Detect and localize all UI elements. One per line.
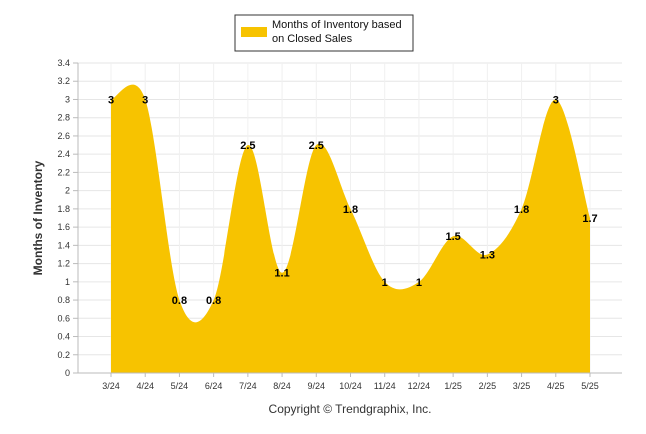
data-label: 3 bbox=[553, 94, 559, 106]
x-tick-label: 9/24 bbox=[308, 381, 326, 391]
y-tick-label: 0.4 bbox=[57, 332, 70, 342]
y-tick-label: 3 bbox=[65, 94, 70, 104]
y-tick-label: 0 bbox=[65, 368, 70, 378]
x-axis-ticks: 3/24 4/24 5/24 6/24 7/24 8/24 9/24 10/24 11/24 12… bbox=[102, 373, 599, 391]
x-tick-label: 11/24 bbox=[374, 381, 396, 391]
x-tick-label: 7/24 bbox=[239, 381, 257, 391]
y-tick-label: 1.8 bbox=[57, 204, 70, 214]
data-label: 1 bbox=[382, 277, 388, 289]
y-tick-label: 1.4 bbox=[57, 240, 70, 250]
y-tick-label: 2.8 bbox=[57, 113, 70, 123]
data-label: 3 bbox=[108, 94, 114, 106]
x-tick-label: 4/25 bbox=[547, 381, 565, 391]
data-label: 0.8 bbox=[206, 295, 221, 307]
y-tick-label: 1.2 bbox=[57, 259, 70, 269]
footer-copyright: Copyright © Trendgraphix, Inc. bbox=[269, 402, 432, 416]
series-area-fill bbox=[111, 84, 590, 374]
y-tick-label: 1 bbox=[65, 277, 70, 287]
data-label: 2.5 bbox=[240, 140, 255, 152]
y-tick-label: 2 bbox=[65, 186, 70, 196]
data-label: 1.8 bbox=[514, 204, 529, 216]
series-area bbox=[111, 84, 590, 374]
data-labels: 3 3 0.8 0.8 2.5 1.1 2.5 1.8 1 1 1.5 1.3 1.8 3 1.7 bbox=[108, 94, 598, 307]
x-tick-label: 8/24 bbox=[273, 381, 291, 391]
data-label: 1 bbox=[416, 277, 422, 289]
y-axis-ticks: 0 0.2 0.4 0.6 0.8 1 1.2 1.4 1.6 1.8 2 2.2 2.4 2.6 2.8 3… bbox=[57, 58, 78, 378]
y-tick-label: 2.6 bbox=[57, 131, 70, 141]
x-tick-label: 6/24 bbox=[205, 381, 223, 391]
x-tick-label: 5/25 bbox=[581, 381, 599, 391]
x-tick-label: 10/24 bbox=[339, 381, 362, 391]
y-tick-label: 3.4 bbox=[57, 58, 70, 68]
y-axis-label: Months of Inventory bbox=[31, 160, 45, 275]
legend-swatch bbox=[241, 27, 267, 37]
y-tick-label: 0.8 bbox=[57, 295, 70, 305]
x-tick-label: 12/24 bbox=[408, 381, 431, 391]
y-tick-label: 1.6 bbox=[57, 222, 70, 232]
data-label: 2.5 bbox=[309, 140, 324, 152]
y-tick-label: 3.2 bbox=[57, 76, 70, 86]
y-tick-label: 0.2 bbox=[57, 350, 70, 360]
y-tick-label: 2.2 bbox=[57, 167, 70, 177]
data-label: 1.1 bbox=[274, 268, 289, 280]
legend-line-2: on Closed Sales bbox=[272, 33, 353, 45]
x-tick-label: 5/24 bbox=[171, 381, 189, 391]
data-label: 0.8 bbox=[172, 295, 187, 307]
legend: Months of Inventory based on Closed Sale… bbox=[234, 14, 414, 52]
x-tick-label: 3/24 bbox=[102, 381, 120, 391]
x-tick-label: 1/25 bbox=[444, 381, 462, 391]
data-label: 1.5 bbox=[445, 231, 460, 243]
y-tick-label: 2.4 bbox=[57, 149, 70, 159]
data-label: 1.3 bbox=[480, 249, 495, 261]
legend-line-1: Months of Inventory based bbox=[272, 19, 402, 31]
y-tick-label: 0.6 bbox=[57, 313, 70, 323]
data-label: 1.7 bbox=[582, 213, 597, 225]
data-label: 3 bbox=[142, 94, 148, 106]
x-tick-label: 3/25 bbox=[513, 381, 531, 391]
x-tick-label: 2/25 bbox=[479, 381, 497, 391]
x-tick-label: 4/24 bbox=[136, 381, 154, 391]
data-label: 1.8 bbox=[343, 204, 358, 216]
